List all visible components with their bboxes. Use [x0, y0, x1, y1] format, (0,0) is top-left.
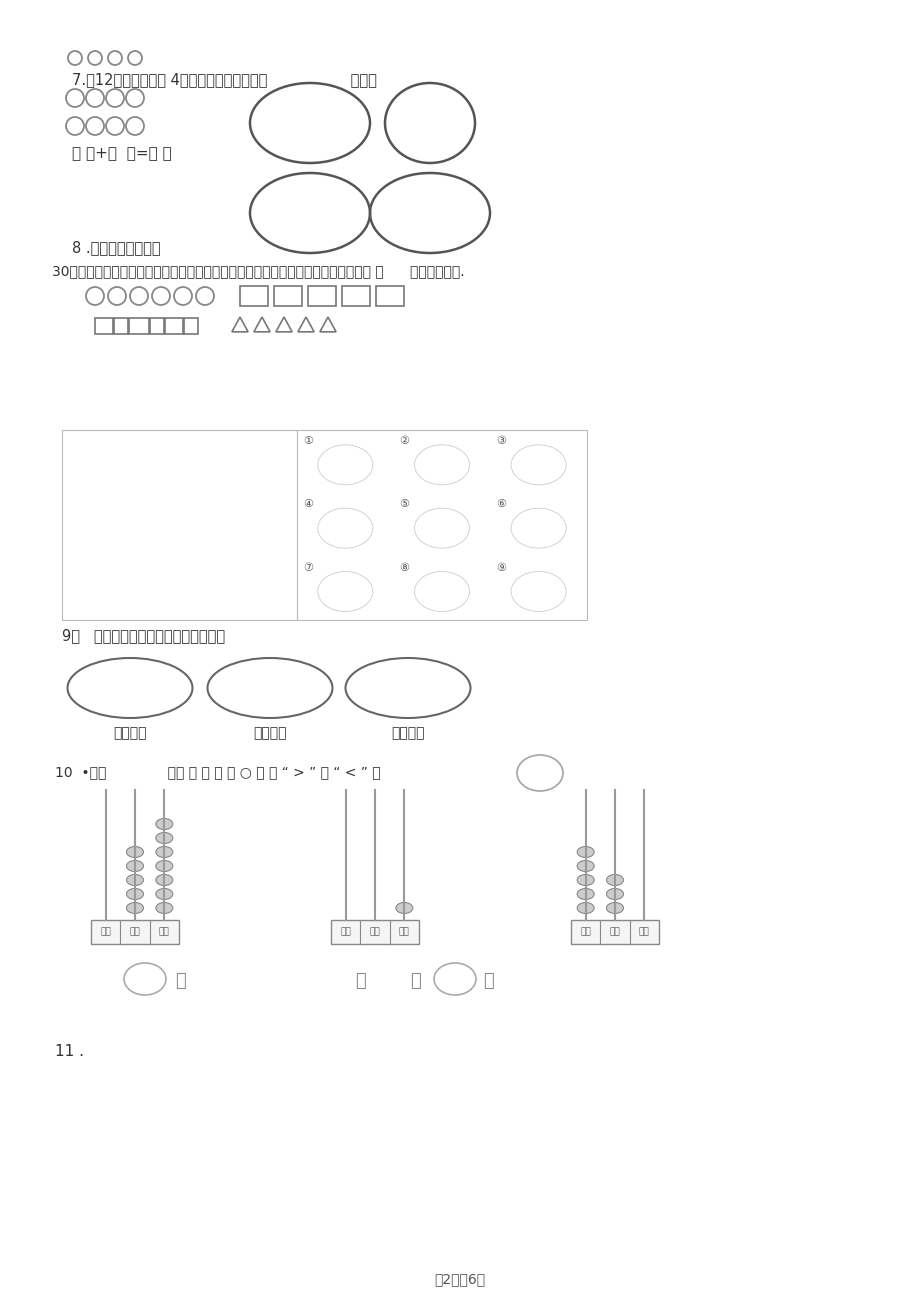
Text: ）: ）	[410, 972, 420, 990]
Text: （: （	[355, 972, 366, 990]
Ellipse shape	[155, 874, 173, 886]
Ellipse shape	[155, 833, 173, 843]
Text: 11 .: 11 .	[55, 1044, 84, 1059]
Bar	[308, 285, 335, 306]
Bar	[165, 318, 183, 334]
Bar	[571, 920, 658, 943]
Text: ⑨: ⑨	[495, 563, 505, 572]
Bar	[129, 318, 149, 334]
Ellipse shape	[606, 889, 623, 899]
Text: ⑧: ⑧	[399, 563, 409, 572]
Bar	[376, 285, 403, 306]
Bar	[274, 285, 301, 306]
Ellipse shape	[576, 889, 594, 899]
Bar	[184, 318, 198, 334]
Text: ③: ③	[495, 437, 505, 446]
Text: （: （	[175, 972, 186, 990]
Ellipse shape	[155, 818, 173, 830]
Text: 第2页兲6页: 第2页兲6页	[434, 1272, 485, 1286]
Text: ①: ①	[302, 437, 312, 446]
Ellipse shape	[127, 860, 143, 872]
Ellipse shape	[155, 847, 173, 857]
Text: 十位: 十位	[609, 928, 619, 937]
Text: 十位: 十位	[369, 928, 380, 937]
Text: 30个，小明和小红两人去看电影，他们要坐在一起，并且小红坐在小明的左边，一共 有      种不同的坐法.: 30个，小明和小红两人去看电影，他们要坐在一起，并且小红坐在小明的左边，一共 有…	[52, 265, 464, 278]
Ellipse shape	[395, 903, 413, 913]
Ellipse shape	[606, 874, 623, 886]
Text: 百位: 百位	[340, 928, 351, 937]
Text: ⑥: ⑥	[495, 499, 505, 509]
Ellipse shape	[576, 874, 594, 886]
Text: 个位: 个位	[399, 928, 409, 937]
Bar	[150, 318, 164, 334]
Text: 水里游的: 水里游的	[391, 726, 425, 740]
Ellipse shape	[155, 903, 173, 913]
Ellipse shape	[576, 860, 594, 872]
Text: 百位: 百位	[100, 928, 111, 937]
Text: （: （	[482, 972, 494, 990]
Text: ④: ④	[302, 499, 312, 509]
Bar	[114, 318, 128, 334]
Text: 7.把12个图平均画在 4个圈里，每个圈里画（                  ）个。: 7.把12个图平均画在 4个圈里，每个圈里画（ ）个。	[72, 72, 377, 87]
Text: 9．   聪明的小朋友帮这些小动物找家。: 9． 聪明的小朋友帮这些小动物找家。	[62, 628, 225, 642]
Text: 百位: 百位	[580, 928, 590, 937]
Ellipse shape	[127, 874, 143, 886]
Ellipse shape	[127, 903, 143, 913]
Ellipse shape	[127, 847, 143, 857]
Ellipse shape	[576, 903, 594, 913]
Bar	[91, 920, 179, 943]
Text: （ ）+（  ）=（ ）: （ ）+（ ）=（ ）	[72, 146, 172, 162]
Bar	[62, 430, 297, 620]
Ellipse shape	[127, 889, 143, 899]
Text: ⑦: ⑦	[302, 563, 312, 572]
Text: 10  •在（              ）里 填 数 ， 在 ○ 里 填 “ > ” 或 “ < ” 。: 10 •在（ ）里 填 数 ， 在 ○ 里 填 “ > ” 或 “ < ” 。	[55, 765, 380, 779]
Ellipse shape	[155, 889, 173, 899]
Bar	[95, 318, 113, 334]
Ellipse shape	[606, 903, 623, 913]
Text: 十位: 十位	[130, 928, 141, 937]
Ellipse shape	[155, 860, 173, 872]
Text: ⑤: ⑤	[399, 499, 409, 509]
Text: 天上飞的: 天上飞的	[253, 726, 287, 740]
Text: 个位: 个位	[159, 928, 169, 937]
Text: ②: ②	[399, 437, 409, 446]
Bar	[240, 285, 267, 306]
Ellipse shape	[576, 847, 594, 857]
Bar	[297, 430, 586, 620]
Bar	[342, 285, 369, 306]
Text: 个位: 个位	[639, 928, 649, 937]
Bar	[331, 920, 418, 943]
Text: 地上跑的: 地上跑的	[113, 726, 147, 740]
Text: 8 .影院里一排座位有: 8 .影院里一排座位有	[72, 240, 161, 255]
